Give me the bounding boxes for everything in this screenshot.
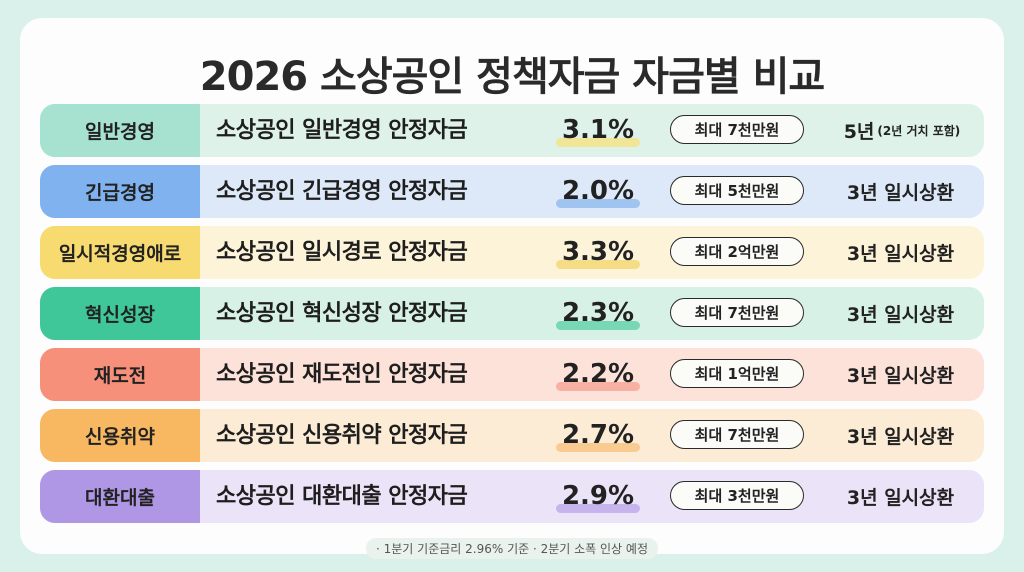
interest-rate: 3.1% bbox=[556, 115, 640, 147]
fund-category-tag: 긴급경영 bbox=[40, 165, 200, 218]
fund-category-tag: 대환대출 bbox=[40, 470, 200, 523]
fund-name: 소상공인 신용취약 안정자금 bbox=[216, 423, 468, 448]
repayment-term-value: 3년 일시상환 bbox=[846, 487, 955, 509]
fund-name: 소상공인 일시경로 안정자금 bbox=[216, 240, 468, 265]
fund-row: 재도전 소상공인 재도전인 안정자금 2.2% 최대 1억만원 3년 일시상환 bbox=[40, 348, 984, 401]
loan-limit-badge: 최대 7천만원 bbox=[670, 115, 804, 144]
rate-highlight bbox=[556, 321, 640, 330]
fund-category-tag: 재도전 bbox=[40, 348, 200, 401]
fund-name: 소상공인 긴급경영 안정자금 bbox=[216, 179, 468, 204]
interest-rate: 2.3% bbox=[556, 298, 640, 330]
fund-row: 신용취약 소상공인 신용취약 안정자금 2.7% 최대 7천만원 3년 일시상환 bbox=[40, 409, 984, 462]
fund-name: 소상공인 일반경영 안정자금 bbox=[216, 118, 468, 143]
repayment-term-note: (2년 거치 포함) bbox=[877, 124, 961, 138]
fund-list: 일반경영 소상공인 일반경영 안정자금 3.1% 최대 7천만원 5년 (2년 … bbox=[40, 104, 984, 531]
interest-rate: 2.0% bbox=[556, 176, 640, 208]
loan-limit-badge: 최대 2억만원 bbox=[670, 237, 804, 266]
fund-category-tag: 일반경영 bbox=[40, 104, 200, 157]
loan-limit-badge: 최대 5천만원 bbox=[670, 176, 804, 205]
interest-rate-value: 3.3% bbox=[561, 237, 635, 267]
loan-limit-badge: 최대 3천만원 bbox=[670, 481, 804, 510]
repayment-term: 3년 일시상환 bbox=[820, 348, 984, 401]
fund-name: 소상공인 대환대출 안정자금 bbox=[216, 484, 468, 509]
repayment-term-value: 3년 일시상환 bbox=[846, 365, 955, 387]
interest-rate: 2.2% bbox=[556, 359, 640, 391]
interest-rate-value: 3.1% bbox=[561, 115, 635, 145]
repayment-term: 3년 일시상환 bbox=[820, 470, 984, 523]
fund-name: 소상공인 재도전인 안정자금 bbox=[216, 362, 468, 387]
interest-rate-value: 2.3% bbox=[561, 298, 635, 328]
repayment-term: 5년 (2년 거치 포함) bbox=[820, 104, 984, 157]
repayment-term: 3년 일시상환 bbox=[820, 287, 984, 340]
rate-highlight bbox=[556, 443, 640, 452]
footnote: · 1분기 기준금리 2.96% 기준 · 2분기 소폭 인상 예정 bbox=[20, 538, 1004, 559]
interest-rate-value: 2.9% bbox=[561, 481, 635, 511]
repayment-term-value: 5년 bbox=[843, 121, 875, 143]
repayment-term-value: 3년 일시상환 bbox=[846, 182, 955, 204]
fund-category-tag: 신용취약 bbox=[40, 409, 200, 462]
interest-rate: 3.3% bbox=[556, 237, 640, 269]
infographic-card: 2026 소상공인 정책자금 자금별 비교 일반경영 소상공인 일반경영 안정자… bbox=[20, 18, 1004, 559]
interest-rate-value: 2.2% bbox=[561, 359, 635, 389]
page-title: 2026 소상공인 정책자금 자금별 비교 bbox=[199, 54, 825, 100]
loan-limit-badge: 최대 7천만원 bbox=[670, 420, 804, 449]
rate-highlight bbox=[556, 260, 640, 269]
rate-highlight bbox=[556, 138, 640, 147]
interest-rate-value: 2.0% bbox=[561, 176, 635, 206]
rate-highlight bbox=[556, 504, 640, 513]
fund-category-tag: 혁신성장 bbox=[40, 287, 200, 340]
loan-limit-badge: 최대 7천만원 bbox=[670, 298, 804, 327]
repayment-term-value: 3년 일시상환 bbox=[846, 304, 955, 326]
repayment-term: 3년 일시상환 bbox=[820, 226, 984, 279]
repayment-term-value: 3년 일시상환 bbox=[846, 243, 955, 265]
loan-limit-badge: 최대 1억만원 bbox=[670, 359, 804, 388]
repayment-term: 3년 일시상환 bbox=[820, 409, 984, 462]
fund-name: 소상공인 혁신성장 안정자금 bbox=[216, 301, 468, 326]
repayment-term-value: 3년 일시상환 bbox=[846, 426, 955, 448]
rate-highlight bbox=[556, 382, 640, 391]
fund-row: 일반경영 소상공인 일반경영 안정자금 3.1% 최대 7천만원 5년 (2년 … bbox=[40, 104, 984, 157]
repayment-term: 3년 일시상환 bbox=[820, 165, 984, 218]
interest-rate: 2.9% bbox=[556, 481, 640, 513]
fund-row: 긴급경영 소상공인 긴급경영 안정자금 2.0% 최대 5천만원 3년 일시상환 bbox=[40, 165, 984, 218]
interest-rate: 2.7% bbox=[556, 420, 640, 452]
fund-row: 대환대출 소상공인 대환대출 안정자금 2.9% 최대 3천만원 3년 일시상환 bbox=[40, 470, 984, 523]
fund-category-tag: 일시적경영애로 bbox=[40, 226, 200, 279]
fund-row: 일시적경영애로 소상공인 일시경로 안정자금 3.3% 최대 2억만원 3년 일… bbox=[40, 226, 984, 279]
footnote-text: · 1분기 기준금리 2.96% 기준 · 2분기 소폭 인상 예정 bbox=[366, 538, 658, 559]
rate-highlight bbox=[556, 199, 640, 208]
fund-row: 혁신성장 소상공인 혁신성장 안정자금 2.3% 최대 7천만원 3년 일시상환 bbox=[40, 287, 984, 340]
interest-rate-value: 2.7% bbox=[561, 420, 635, 450]
